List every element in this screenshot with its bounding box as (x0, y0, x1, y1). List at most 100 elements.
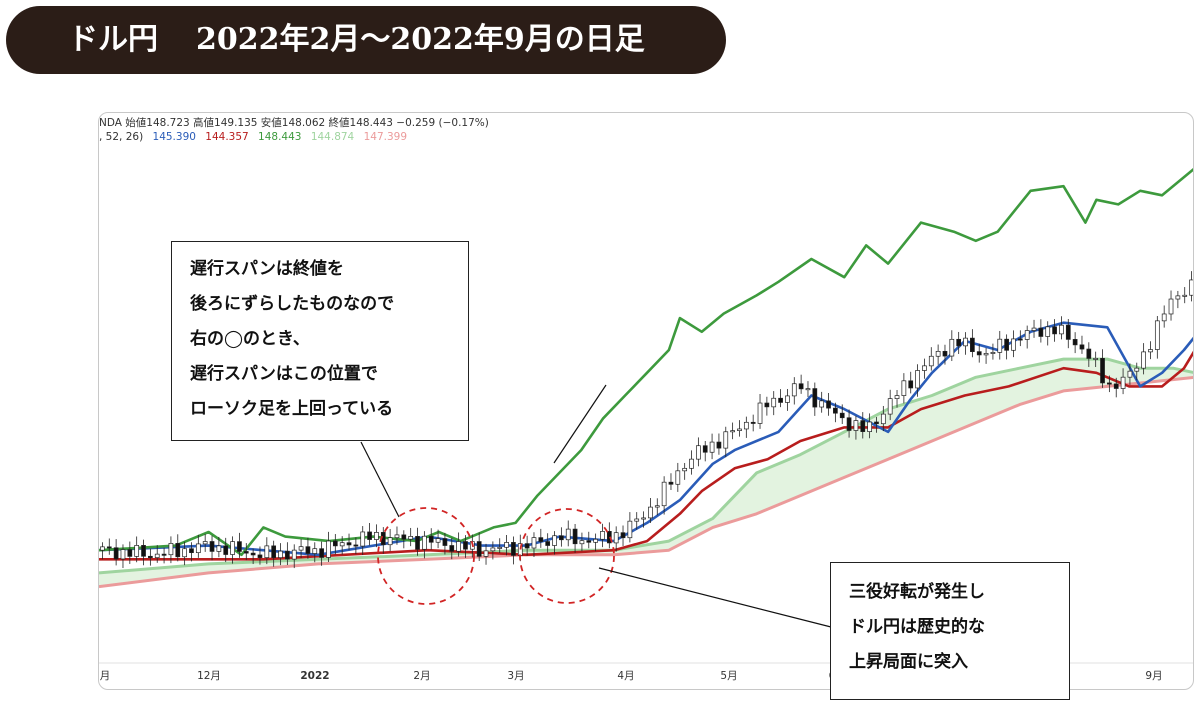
candle-body (285, 550, 290, 560)
annotation-layer (360, 384, 832, 628)
candle-body (353, 544, 359, 547)
candle-body (1141, 351, 1146, 369)
candle-body (463, 541, 468, 550)
candle-body (593, 538, 598, 543)
candle-body (216, 545, 222, 552)
candle-body (1065, 324, 1071, 340)
candle-body (600, 531, 605, 540)
title-banner: ドル円 2022年2月～2022年9月の日足 (6, 6, 726, 74)
callout-line: 遅行スパンは終値を (190, 259, 344, 279)
candle-body (189, 548, 194, 554)
legend-base-value: 144.357 (205, 131, 249, 143)
candle-body (737, 428, 742, 431)
leading-span-a-line (99, 357, 1193, 575)
candle-body (1161, 313, 1167, 322)
candle-body (970, 337, 975, 352)
title-period: 2022年2月～2022年9月の日足 (196, 22, 645, 57)
candle-body (942, 350, 948, 357)
candle-body (922, 365, 927, 371)
candle-body (1086, 348, 1092, 359)
candle-body (648, 506, 653, 519)
candle-body (168, 543, 174, 556)
candle-body (654, 505, 660, 508)
candle-body (915, 370, 920, 389)
candle-body (894, 395, 900, 399)
candle-body (106, 546, 112, 549)
candle-body (346, 542, 352, 546)
candle-body (326, 540, 331, 558)
candle-body (716, 441, 722, 449)
candle-body (305, 546, 311, 554)
candle-body (819, 400, 825, 408)
x-tick-label: 5月 (720, 670, 737, 682)
candle-body (291, 549, 297, 560)
legend-spanb-value: 147.399 (363, 131, 407, 143)
candle-body (963, 337, 968, 347)
candle-body (1045, 326, 1051, 337)
candle-body (401, 534, 407, 540)
candle-body (175, 543, 181, 558)
candle-body (730, 430, 735, 433)
candle-body (511, 542, 516, 556)
title-pair: ドル円 (68, 22, 158, 57)
candle-body (812, 388, 818, 408)
candle-body (928, 355, 934, 367)
candle-body (723, 431, 729, 449)
candle-body (1148, 349, 1153, 353)
candle-body (490, 547, 496, 552)
ichimoku-chart: 月12月20222月3月4月5月69月 (99, 167, 1193, 682)
candle-body (1017, 338, 1023, 341)
candle-body (230, 541, 235, 555)
candle-body (976, 351, 982, 356)
cloud-layer (99, 359, 1193, 587)
candle-body (880, 413, 886, 425)
legend-conversion-value: 145.390 (152, 131, 196, 143)
candle-body (997, 338, 1003, 353)
candle-body (764, 402, 770, 408)
candle-body (668, 481, 674, 485)
candle-body (874, 421, 879, 425)
lagging-span-line (99, 167, 1193, 557)
candle-body (312, 548, 318, 554)
callout-line: 上昇局面に突入 (849, 652, 968, 672)
candle-body (209, 541, 215, 552)
candle-body (613, 532, 619, 544)
ohlc-legend: NDA 始値148.723 高値149.135 安値148.062 終値148.… (99, 117, 489, 129)
candle-body (250, 552, 256, 556)
candle-body (887, 398, 893, 415)
candle-body (689, 458, 694, 469)
candle-body (223, 545, 229, 555)
line-layer (99, 167, 1193, 589)
candle-body (1038, 327, 1044, 337)
candle-body (374, 532, 379, 540)
x-tick-label: 2022 (300, 670, 329, 682)
candle-body (1175, 295, 1181, 300)
candle-body (579, 540, 585, 545)
candle-body (1154, 320, 1160, 350)
candle-body (182, 548, 187, 558)
legend-spana-value: 144.874 (310, 131, 355, 143)
indicator-legend: , 52, 26) 145.390 144.357 148.443 144.87… (99, 131, 413, 143)
candle-body (271, 545, 277, 558)
candle-body (1004, 338, 1009, 351)
candle-body (531, 537, 537, 549)
candle-body (1011, 338, 1016, 351)
candle-body (641, 517, 646, 520)
candle-body (442, 538, 448, 546)
candle-body (990, 352, 996, 354)
callout-line: ドル円は歴史的な (849, 617, 985, 637)
candle-body (634, 518, 640, 522)
callout-line: 後ろにずらしたものなので (190, 294, 395, 314)
candle-body (456, 541, 461, 552)
candle-body (709, 441, 715, 453)
candle-body (1182, 294, 1188, 297)
candle-body (428, 535, 434, 543)
candle-body (257, 554, 263, 558)
candle-body (387, 537, 393, 546)
x-tick-label: 2月 (413, 670, 430, 682)
candle-body (826, 400, 831, 409)
highlight-circle-left (377, 507, 475, 605)
candle-body (791, 383, 797, 397)
leading-span-b-line (99, 376, 1193, 589)
candle-body (559, 535, 564, 541)
